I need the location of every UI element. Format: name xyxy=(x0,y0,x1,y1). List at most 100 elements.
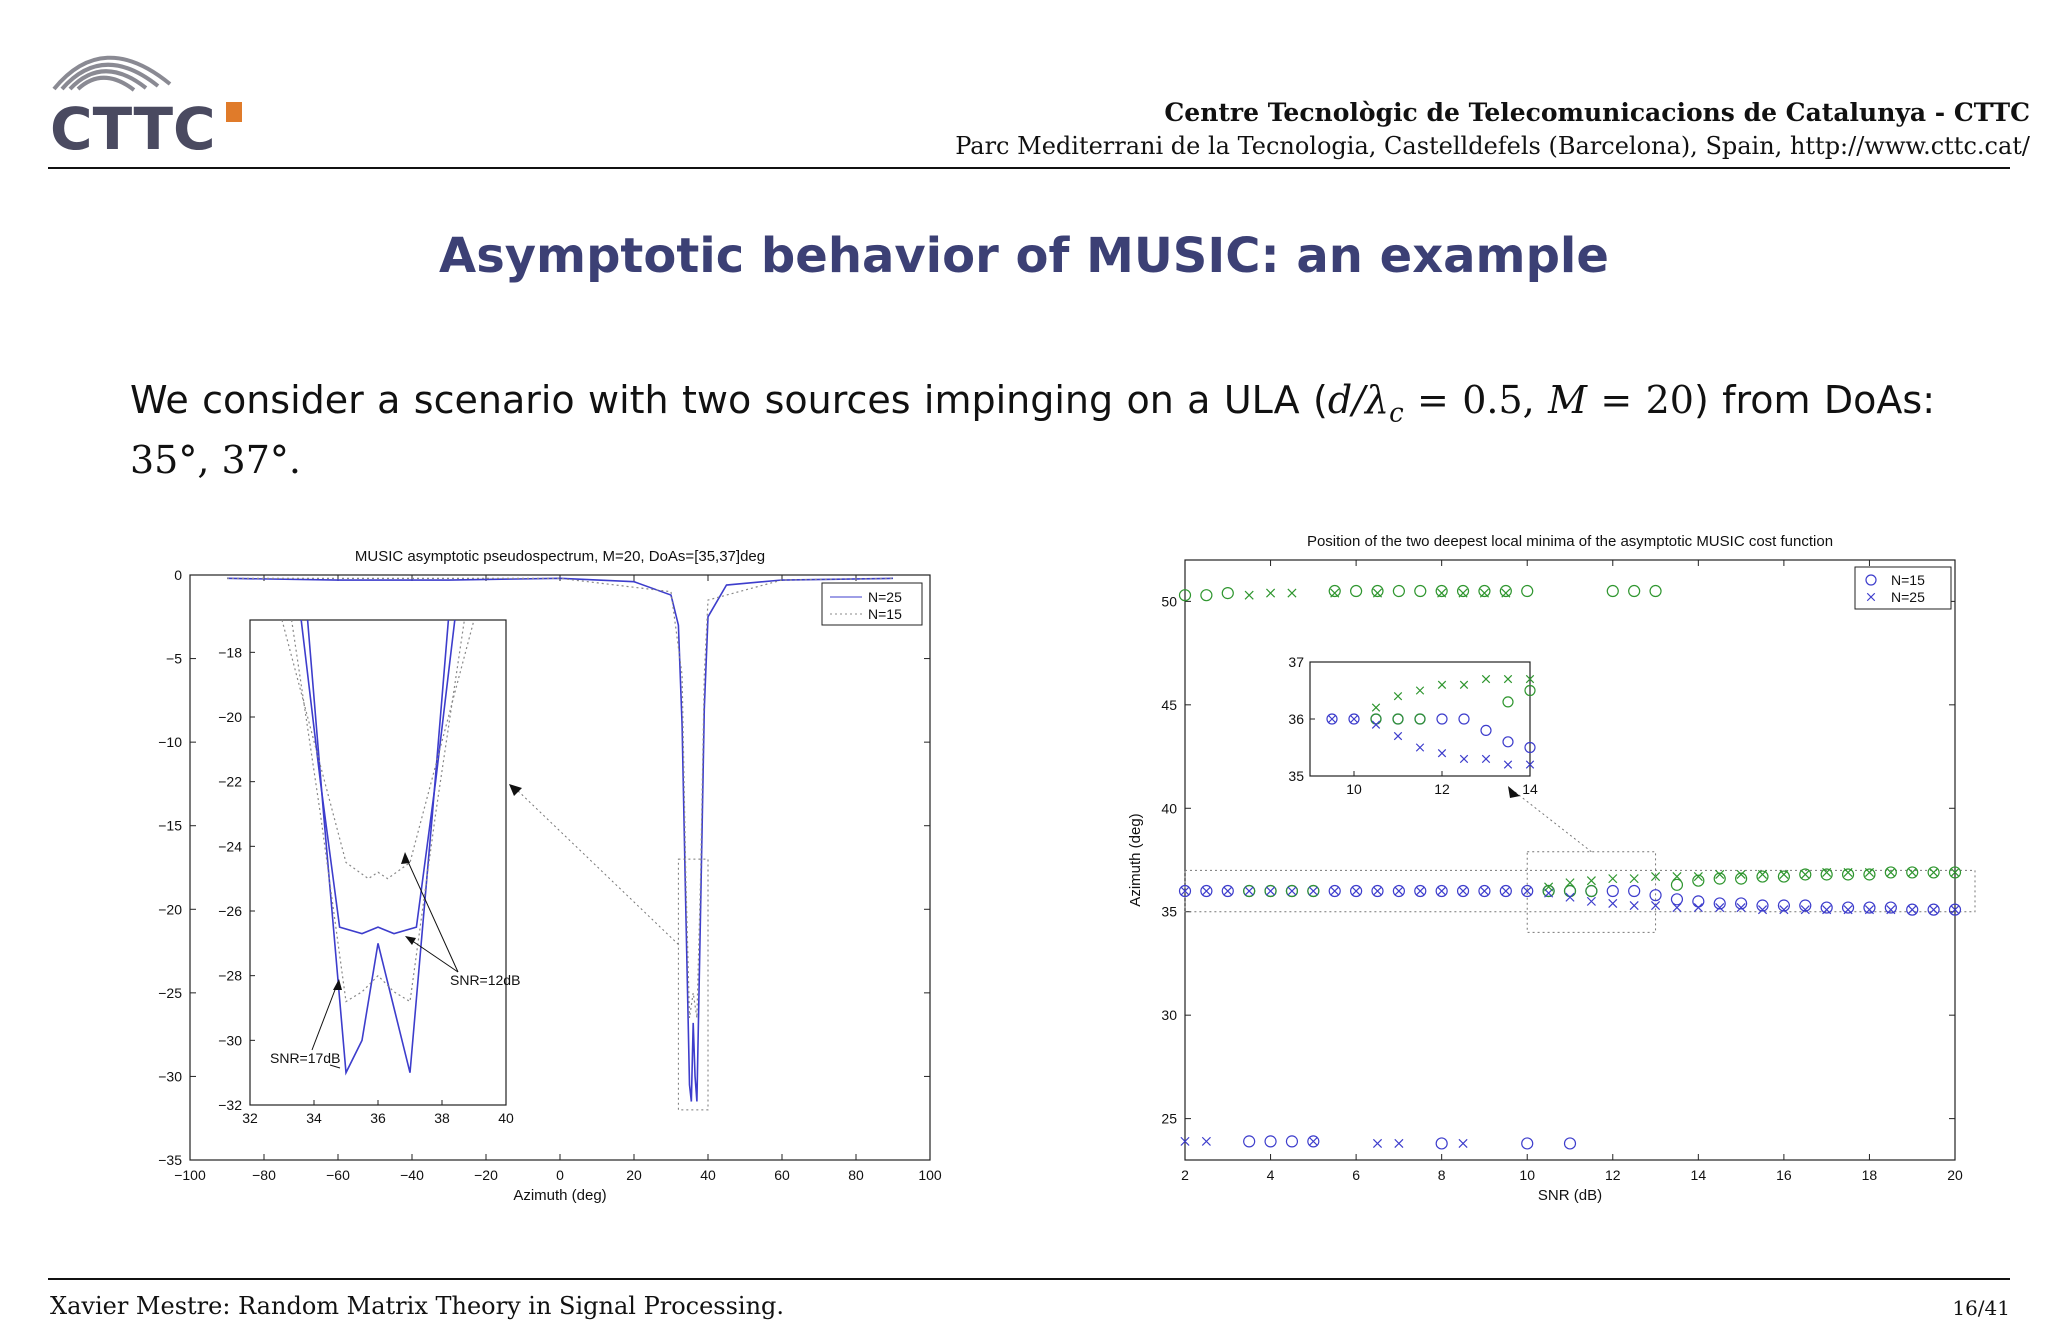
inset-series-N-25-SNR-12dB xyxy=(300,619,456,935)
legend-marker xyxy=(1866,592,1876,602)
inset-x-tick-label: 12 xyxy=(1434,781,1450,797)
y-tick-label: −10 xyxy=(158,734,182,750)
data-point-N-25-upper xyxy=(1886,867,1896,877)
x-tick-label: 80 xyxy=(848,1167,864,1183)
y-axis-label: Azimuth (deg) xyxy=(1127,813,1144,906)
data-point-N-15-lower xyxy=(1927,903,1940,916)
x-tick-label: 40 xyxy=(700,1167,716,1183)
data-point-N-25-upper xyxy=(1929,867,1939,877)
data-point-N-15-lower xyxy=(1350,884,1363,898)
inset-series-N-15-SNR-12dB xyxy=(281,619,475,880)
data-point-N-15-upper xyxy=(1756,870,1769,883)
logo-arc-3 xyxy=(68,69,148,91)
body-math-sub: c xyxy=(1389,398,1404,429)
data-point-N-15-lower xyxy=(1414,884,1427,898)
data-point-N-15-upper xyxy=(1948,866,1962,879)
inset-point-N-25-upper xyxy=(1371,703,1381,712)
data-point-N-25-lower xyxy=(1757,905,1768,915)
data-point-N-25-lower xyxy=(1651,900,1661,911)
body-text-b: ) from DoAs: xyxy=(1693,378,1936,422)
annotation-arrow xyxy=(407,937,459,973)
institution-name: Centre Tecnològic de Telecomunicacions d… xyxy=(1164,98,2030,127)
inset-point-N-25-upper xyxy=(1481,674,1491,684)
data-point-N-25-lower xyxy=(1629,900,1639,911)
data-point-N-15-lower xyxy=(1649,889,1662,902)
annotation-arrow xyxy=(311,981,339,1051)
data-point-N-25-lower xyxy=(1201,886,1211,896)
institution-address: Parc Mediterrani de la Tecnologia, Caste… xyxy=(955,132,2030,160)
data-point-N-25-upper xyxy=(1458,588,1468,598)
inset-y-tick-label: −26 xyxy=(218,903,242,919)
x-tick-label: 12 xyxy=(1605,1167,1621,1183)
data-point-N-15-lower xyxy=(1799,899,1812,912)
annotation-snr12: SNR=12dB xyxy=(450,972,520,988)
pseudospectrum-figure: MUSIC asymptotic pseudospectrum, M=20, D… xyxy=(158,548,942,1204)
data-point-N-15-lower xyxy=(1777,899,1790,912)
data-point-N-25-upper xyxy=(1586,876,1596,886)
data-point-N-15-upper xyxy=(1285,884,1299,898)
data-point-N-25-upper xyxy=(1907,867,1917,877)
inset-point-N-25-upper xyxy=(1393,692,1403,701)
y-tick-label: −5 xyxy=(166,651,182,667)
data-point-N-15-lower xyxy=(1628,884,1641,898)
data-point-N-25-upper xyxy=(1244,590,1254,600)
logo-arc-1 xyxy=(52,55,172,91)
y-tick-label: 30 xyxy=(1161,1007,1177,1023)
x-tick-label: 6 xyxy=(1352,1167,1360,1183)
data-point-N-15-upper xyxy=(1777,870,1790,883)
data-point-N-25-lower xyxy=(1287,886,1297,896)
inset-y-tick-label: −24 xyxy=(218,838,242,854)
zoom-region-box xyxy=(677,858,709,1111)
data-point-N-15-upper xyxy=(1799,868,1812,881)
data-point-N-15-spurious xyxy=(1264,1135,1277,1148)
data-point-N-15-lower xyxy=(1841,901,1855,914)
data-point-N-25-lower xyxy=(1800,905,1810,915)
data-point-N-15-spurious xyxy=(1563,1137,1577,1150)
x-tick-label: 60 xyxy=(774,1167,790,1183)
inset-y-tick-label: −32 xyxy=(218,1097,242,1113)
data-point-N-25-spurious xyxy=(1372,1138,1383,1148)
y-tick-label: −15 xyxy=(158,818,182,834)
inset-point-N-25-lower xyxy=(1459,754,1469,764)
zoom-connector-arrowhead xyxy=(1508,786,1520,798)
data-point-N-15-spurious xyxy=(1285,1135,1299,1148)
data-point-N-25-lower xyxy=(1693,903,1703,913)
data-point-N-15-lower xyxy=(1820,901,1833,914)
data-point-N-15-lower xyxy=(1906,903,1919,916)
inset-point-N-25-lower xyxy=(1371,720,1381,729)
data-point-N-25-upper xyxy=(1608,874,1618,884)
x-axis-label: SNR (dB) xyxy=(1538,1187,1602,1204)
inset-point-N-25-lower xyxy=(1503,760,1513,769)
y-tick-label: −30 xyxy=(158,1068,182,1084)
legend-label: N=15 xyxy=(1891,572,1925,588)
inset-x-tick-label: 38 xyxy=(434,1110,450,1126)
x-tick-label: 14 xyxy=(1691,1167,1707,1183)
inset-point-N-25-lower xyxy=(1525,760,1535,769)
data-point-N-15-lower xyxy=(1670,893,1684,906)
data-point-N-25-upper xyxy=(1843,867,1853,877)
data-point-N-15-upper xyxy=(1371,584,1384,598)
data-point-N-25-upper xyxy=(1672,872,1682,882)
data-point-N-15-spurious xyxy=(1521,1137,1534,1150)
data-point-N-25-upper xyxy=(1651,872,1661,882)
body-math-M: M xyxy=(1548,378,1588,422)
annotation-arrowhead xyxy=(401,852,410,864)
data-point-N-15-lower xyxy=(1478,884,1491,898)
inset-point-N-15-lower xyxy=(1326,713,1338,725)
y-tick-label: 35 xyxy=(1161,904,1177,920)
inset-point-N-25-lower xyxy=(1481,754,1491,764)
inset-x-tick-label: 10 xyxy=(1346,781,1362,797)
data-point-N-15-upper xyxy=(1499,584,1512,598)
data-point-N-15-lower xyxy=(1328,884,1341,898)
data-point-N-25-lower xyxy=(1822,905,1832,915)
data-point-N-15-upper xyxy=(1221,587,1234,600)
data-point-N-25-upper xyxy=(1330,588,1340,598)
inset-y-tick-label: −18 xyxy=(218,644,242,660)
y-tick-label: 50 xyxy=(1161,593,1177,609)
footer-author-title: Xavier Mestre: Random Matrix Theory in S… xyxy=(50,1292,785,1320)
x-tick-label: −40 xyxy=(400,1167,424,1183)
data-point-N-15-upper xyxy=(1414,584,1427,598)
x-tick-label: 18 xyxy=(1862,1167,1878,1183)
inset-y-tick-label: −22 xyxy=(218,774,242,790)
data-point-N-25-lower xyxy=(1415,886,1425,896)
